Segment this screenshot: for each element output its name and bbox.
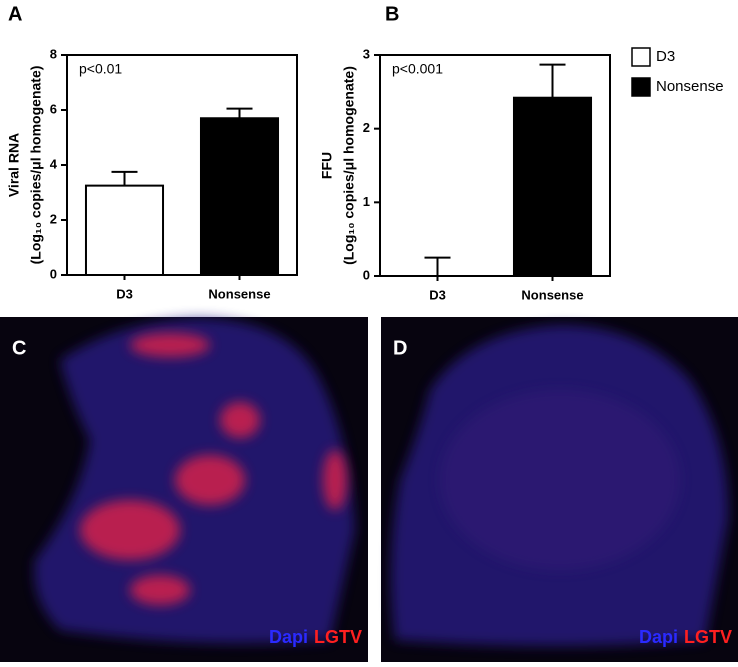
legend-label: D3 <box>656 48 675 65</box>
y-tick-label: 1 <box>363 194 370 209</box>
y-tick-label: 2 <box>363 120 370 135</box>
annotation: p<0.001 <box>392 61 443 77</box>
y-tick-label: 6 <box>50 101 57 116</box>
y-tick-label: 4 <box>50 156 58 171</box>
stain-legend: Dapi LGTV <box>639 627 732 647</box>
stain-label: Dapi <box>269 627 308 647</box>
stain-label: LGTV <box>684 627 732 647</box>
plot-frame <box>66 54 298 276</box>
x-tick-label: D3 <box>429 287 446 302</box>
y-axis-label: (Log₁₀ copies/μl homogenate) <box>28 66 44 265</box>
tissue-structure <box>440 390 680 570</box>
error-bar <box>539 63 566 98</box>
bar <box>84 184 165 276</box>
legend-swatch <box>631 47 651 67</box>
x-tick-label: Nonsense <box>521 287 583 302</box>
error-bar <box>226 107 253 119</box>
panel-label: C <box>12 337 26 359</box>
y-tick-label: 8 <box>50 46 57 61</box>
x-tick-label: D3 <box>116 286 133 301</box>
stain-legend: Dapi LGTV <box>269 627 362 647</box>
y-axis-label: Viral RNA <box>6 133 22 197</box>
panel-label: A <box>8 3 22 25</box>
y-tick-label: 2 <box>50 211 57 226</box>
micrograph-c <box>0 317 368 662</box>
y-tick-label: 0 <box>50 266 57 281</box>
y-axis-label: (Log₁₀ copies/μl homogenate) <box>341 66 357 265</box>
plot-frame <box>379 54 611 277</box>
y-tick-label: 3 <box>363 46 370 61</box>
panel-label: D <box>393 337 407 359</box>
error-bar <box>424 256 451 276</box>
annotation: p<0.01 <box>79 61 122 77</box>
stain-label: LGTV <box>314 627 362 647</box>
panel-label: B <box>385 3 399 25</box>
stain-label: Dapi <box>639 627 678 647</box>
lgtv-signal <box>80 333 347 605</box>
error-bar <box>111 170 138 186</box>
legend-label: Nonsense <box>656 78 724 95</box>
legend-swatch <box>631 77 651 97</box>
micrograph-d <box>381 317 738 662</box>
y-tick-label: 0 <box>363 267 370 282</box>
y-axis-label: FFU <box>319 152 335 179</box>
bar <box>512 96 593 277</box>
bar <box>199 117 280 276</box>
x-tick-label: Nonsense <box>208 286 270 301</box>
